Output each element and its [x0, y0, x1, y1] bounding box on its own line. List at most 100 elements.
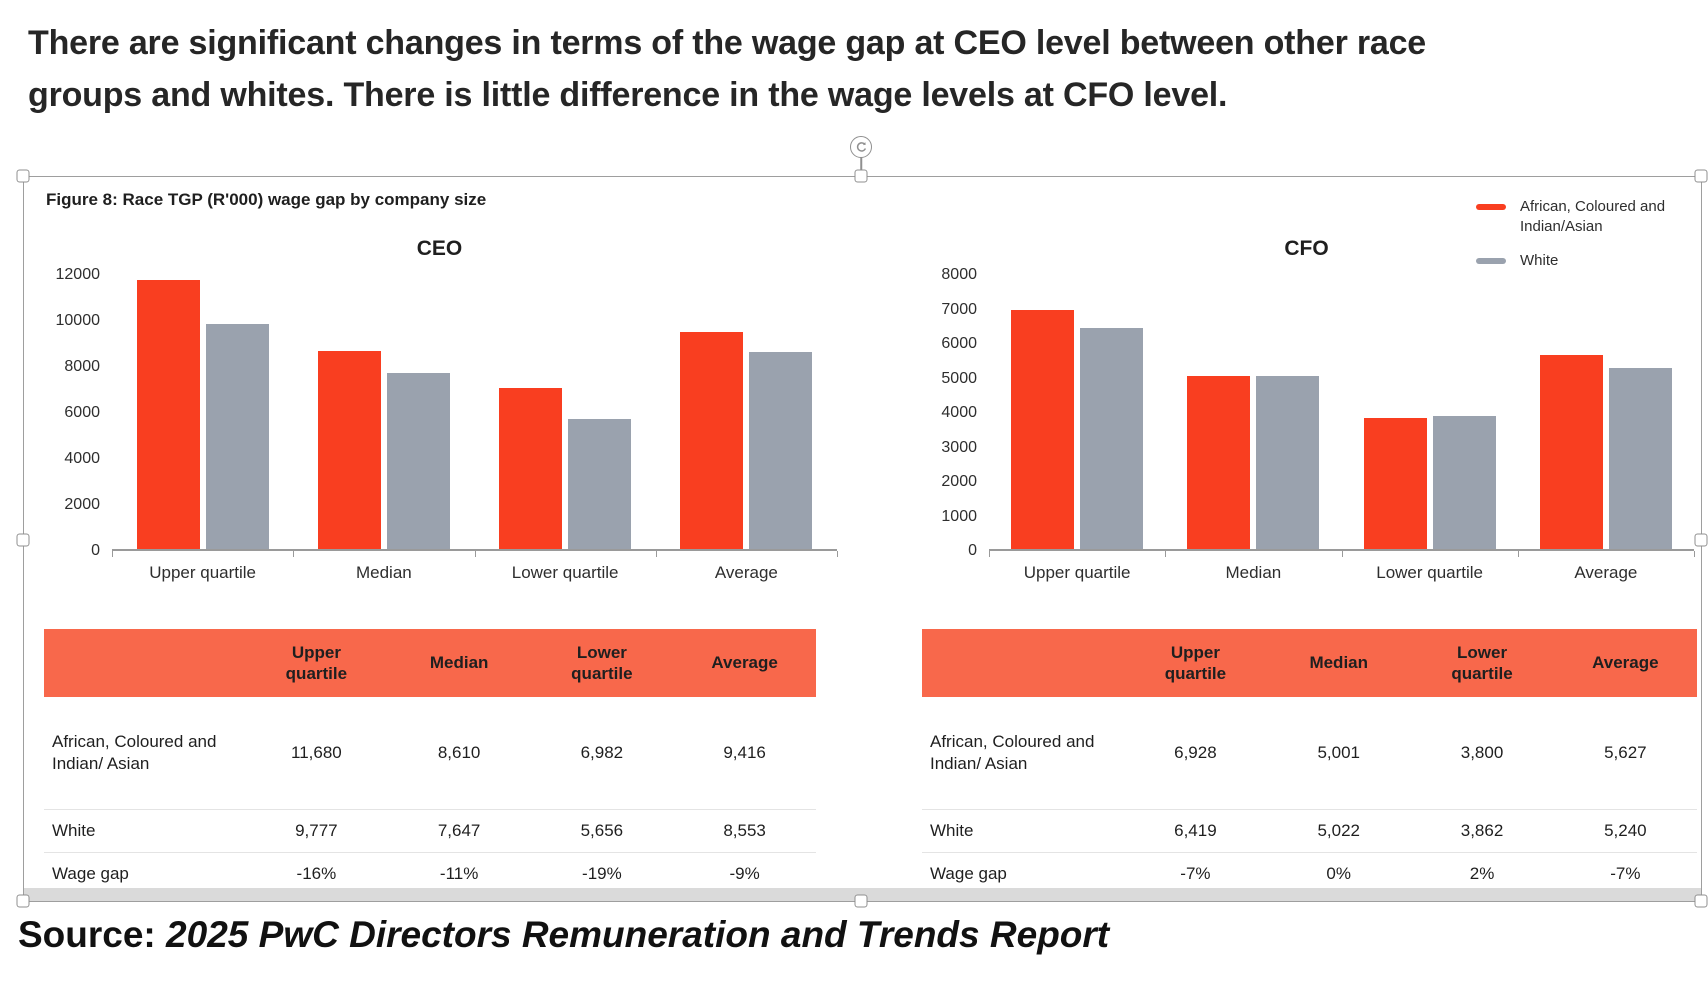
y-tick-label: 6000: [64, 404, 100, 421]
table-cell: -7%: [1180, 864, 1211, 883]
table-cell: -11%: [439, 864, 479, 883]
bar-white: [1256, 375, 1320, 549]
table-row: Wage gap -7% 0% 2% -7%: [922, 853, 1697, 896]
table-cell: 5,001: [1317, 743, 1360, 762]
legend-swatch-icon: [1476, 257, 1506, 264]
y-axis: 0 2000 4000 6000 8000 10000 12000: [42, 266, 112, 559]
column-header: Average: [673, 629, 816, 697]
bar-aci: [680, 332, 744, 549]
y-tick-label: 4000: [941, 404, 977, 421]
bar-white: [749, 352, 813, 549]
y-tick-label: 8000: [64, 358, 100, 375]
bar-group: [112, 273, 293, 549]
legend-label: African, Coloured and Indian/Asian: [1520, 198, 1666, 236]
x-tick-label: Upper quartile: [1023, 563, 1131, 582]
selection-handle-mid-right[interactable]: [1694, 533, 1708, 547]
bar-aci: [1011, 309, 1075, 549]
table-cell: -16%: [296, 864, 337, 883]
x-tick-label: Average: [714, 563, 778, 582]
y-tick-label: 0: [91, 542, 100, 559]
x-axis-tick: [293, 551, 295, 557]
table-body: African, Coloured and Indian/ Asian 11,68…: [44, 697, 816, 895]
table-cell: 3,800: [1460, 743, 1504, 762]
column-header: Upper quartile: [1123, 629, 1268, 697]
plot-area: [112, 273, 838, 557]
row-label: African, Coloured and Indian/ Asian: [52, 731, 217, 773]
table-cell: -19%: [582, 864, 622, 883]
column-header: [922, 629, 1124, 697]
selection-handle-bottom-left[interactable]: [16, 894, 30, 908]
bar-aci: [317, 350, 381, 549]
x-axis-tick: [837, 551, 838, 557]
column-header: Lower quartile: [1410, 629, 1554, 697]
chart-legend: African, Coloured and Indian/Asian White: [1476, 197, 1670, 271]
column-header-label: Median: [429, 653, 489, 673]
column-header-label: Average: [711, 653, 778, 673]
rotate-icon: [856, 141, 866, 152]
bar-group: [475, 273, 656, 549]
table-row: African, Coloured and Indian/ Asian 11,68…: [44, 697, 816, 810]
bar-aci: [1187, 376, 1251, 549]
table-row: White 9,777 7,647 5,656 8,553: [44, 810, 816, 853]
table-cell: -9%: [729, 864, 760, 883]
bar-group: [293, 273, 474, 549]
y-tick-label: 2000: [64, 496, 100, 513]
cfo-bar-chart: CFO 0 1000 2000 3000 4000 5000 6000 7000 8000 Uppe…: [919, 237, 1695, 583]
column-header: Average: [1553, 629, 1697, 697]
x-axis-tick: [989, 551, 990, 557]
selection-handle-bottom-right[interactable]: [1694, 894, 1708, 908]
y-tick-label: 12000: [55, 266, 101, 283]
table-cell: -7%: [1610, 864, 1641, 883]
plot-row: 0 2000 4000 6000 8000 10000 12000: [42, 266, 838, 559]
figure-caption: Figure 8: Race TGP (R'000) wage gap by c…: [46, 190, 487, 209]
rotate-handle-stem: [860, 152, 862, 170]
chart-title: CFO: [1284, 237, 1329, 260]
y-axis: 0 1000 2000 3000 4000 5000 6000 7000 8000: [919, 266, 989, 559]
legend-label: White: [1520, 251, 1559, 269]
table-cell: 8,553: [723, 821, 766, 840]
x-axis-tick: [655, 551, 657, 557]
selection-handle-bottom-center[interactable]: [854, 894, 868, 908]
bar-white: [1608, 368, 1672, 549]
table-cell: 6,928: [1174, 743, 1217, 762]
cfo-data-table: Upper quartile Median Lower quartile Averag…: [922, 629, 1697, 895]
selection-handle-top-right[interactable]: [1694, 169, 1708, 183]
table-header-row: Upper quartile Median Lower quartile Averag…: [44, 629, 816, 697]
table-row: African, Coloured and Indian/ Asian 6,928…: [922, 697, 1697, 810]
y-tick-label: 3000: [941, 438, 977, 456]
selection-handle-mid-left[interactable]: [16, 533, 30, 547]
y-tick-label: 0: [968, 542, 977, 559]
bar-white: [568, 418, 632, 549]
x-tick-label: Upper quartile: [149, 563, 257, 582]
source-report-title: 2025 PwC Directors Remuneration and Tren…: [166, 914, 1110, 955]
column-header-label: Average: [1592, 653, 1659, 673]
bar-group: [1518, 273, 1694, 549]
y-tick-label: 7000: [941, 300, 977, 318]
plot-area: [989, 273, 1695, 557]
bar-aci: [136, 280, 200, 549]
x-axis-tick: [112, 551, 113, 557]
table-cell: 6,982: [580, 743, 624, 762]
column-header: Lower quartile: [530, 629, 674, 697]
x-axis-tick: [1165, 551, 1167, 557]
ceo-data-table: Upper quartile Median Lower quartile Averag…: [44, 629, 816, 895]
selection-handle-top-center[interactable]: [854, 169, 868, 183]
table-cell: 7,647: [437, 821, 481, 840]
bar-group: [656, 273, 837, 549]
table-body: African, Coloured and Indian/ Asian 6,928…: [922, 697, 1697, 895]
y-tick-label: 4000: [64, 450, 100, 467]
column-header-label: Lower quartile: [1451, 642, 1513, 683]
column-header-label: Lower quartile: [571, 642, 633, 683]
column-header-label: Upper quartile: [1164, 642, 1227, 683]
selection-handle-top-left[interactable]: [16, 169, 30, 183]
legend-entry: White: [1476, 251, 1670, 271]
y-tick-label: 8000: [941, 266, 977, 283]
row-label: Wage gap: [930, 863, 1007, 883]
x-axis-labels: Upper quartile Median Lower quartile Averag…: [989, 551, 1694, 583]
plot-row: 0 1000 2000 3000 4000 5000 6000 7000 8000: [919, 266, 1695, 559]
x-tick-label: Median: [355, 563, 412, 582]
figure-image-selected[interactable]: Figure 8: Race TGP (R'000) wage gap by c…: [23, 176, 1702, 902]
table-cell: 5,240: [1604, 821, 1647, 840]
rotate-handle[interactable]: [850, 136, 872, 158]
